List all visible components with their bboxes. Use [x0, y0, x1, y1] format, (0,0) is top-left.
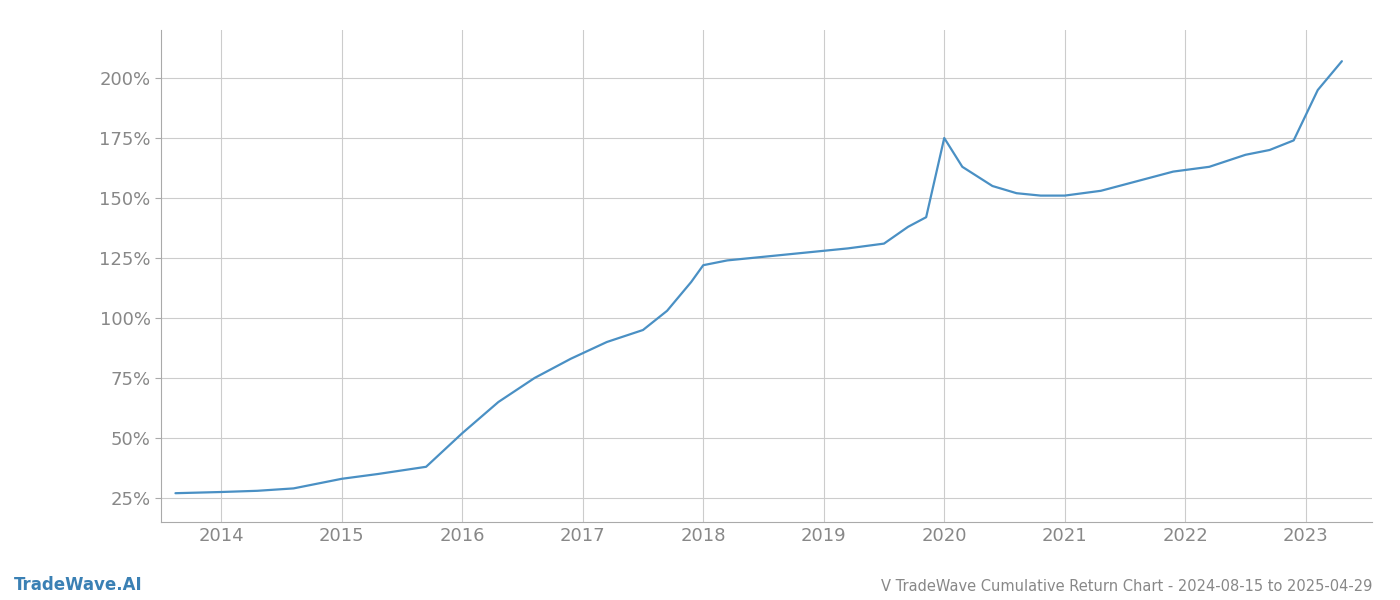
Text: V TradeWave Cumulative Return Chart - 2024-08-15 to 2025-04-29: V TradeWave Cumulative Return Chart - 20… [881, 579, 1372, 594]
Text: TradeWave.AI: TradeWave.AI [14, 576, 143, 594]
